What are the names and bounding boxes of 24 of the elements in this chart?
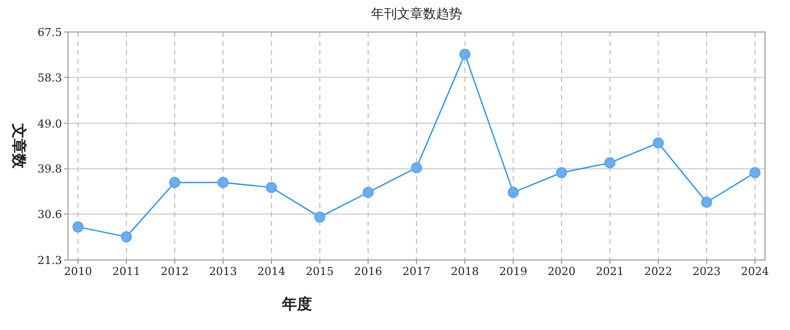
x-tick-label: 2017 (402, 265, 430, 278)
x-tick-label: 2023 (692, 265, 721, 278)
y-tick-label: 39.8 (38, 162, 62, 176)
x-tick-label: 2024 (741, 265, 769, 278)
x-tick-label: 2020 (548, 265, 576, 278)
x-tick-label: 2010 (64, 265, 92, 278)
x-tick-label: 2014 (257, 265, 286, 278)
y-tick-label: 67.5 (38, 26, 62, 39)
y-axis-title: 文章数 (10, 122, 28, 170)
y-tick-label: 21.3 (38, 254, 62, 267)
y-tick-label: 49.0 (38, 117, 62, 130)
x-tick-label: 2013 (209, 265, 238, 278)
y-tick-label: 30.6 (38, 208, 62, 222)
x-tick-label: 2022 (644, 265, 672, 278)
x-tick-label: 2012 (160, 265, 189, 278)
x-tick-label: 2021 (596, 265, 624, 278)
x-axis-title: 年度 (281, 295, 312, 313)
y-tick-label: 58.3 (38, 71, 62, 84)
x-tick-label: 2011 (112, 265, 140, 278)
x-tick-label: 2015 (306, 265, 334, 278)
x-tick-label: 2016 (354, 265, 382, 278)
x-tick-label: 2018 (450, 265, 479, 278)
chart-title: 年刊文章数趋势 (371, 7, 462, 22)
x-tick-label: 2019 (499, 265, 528, 278)
